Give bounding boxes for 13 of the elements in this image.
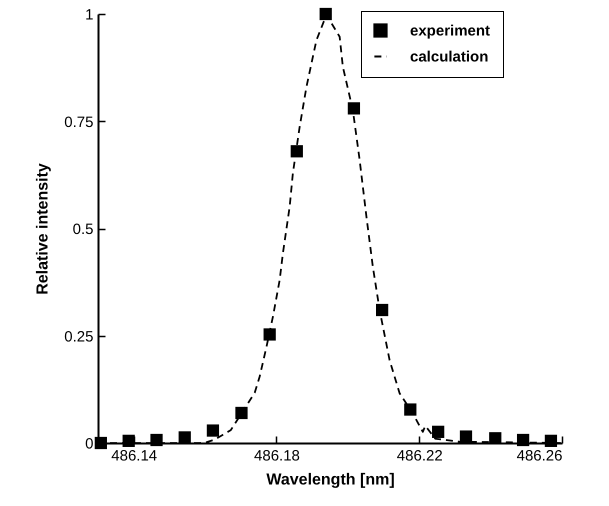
y-tick-label: 0 [85,436,94,452]
x-axis-title: Wavelength [nm] [266,472,395,488]
x-tick-label: 486.26 [516,448,562,464]
y-axis-title: Relative intensity [34,163,52,295]
y-tick-label: 0.75 [64,114,94,131]
y-tick-label: 0.25 [64,328,94,346]
legend-label: calculation [410,48,488,66]
y-tick-label: 1 [85,6,94,24]
x-tick-label: 486.18 [254,448,300,464]
x-tick-label: 486.22 [396,448,443,464]
x-tick-label: 486.14 [111,448,158,464]
legend-label: experiment [410,22,490,40]
y-tick-label: 0.5 [72,221,94,238]
